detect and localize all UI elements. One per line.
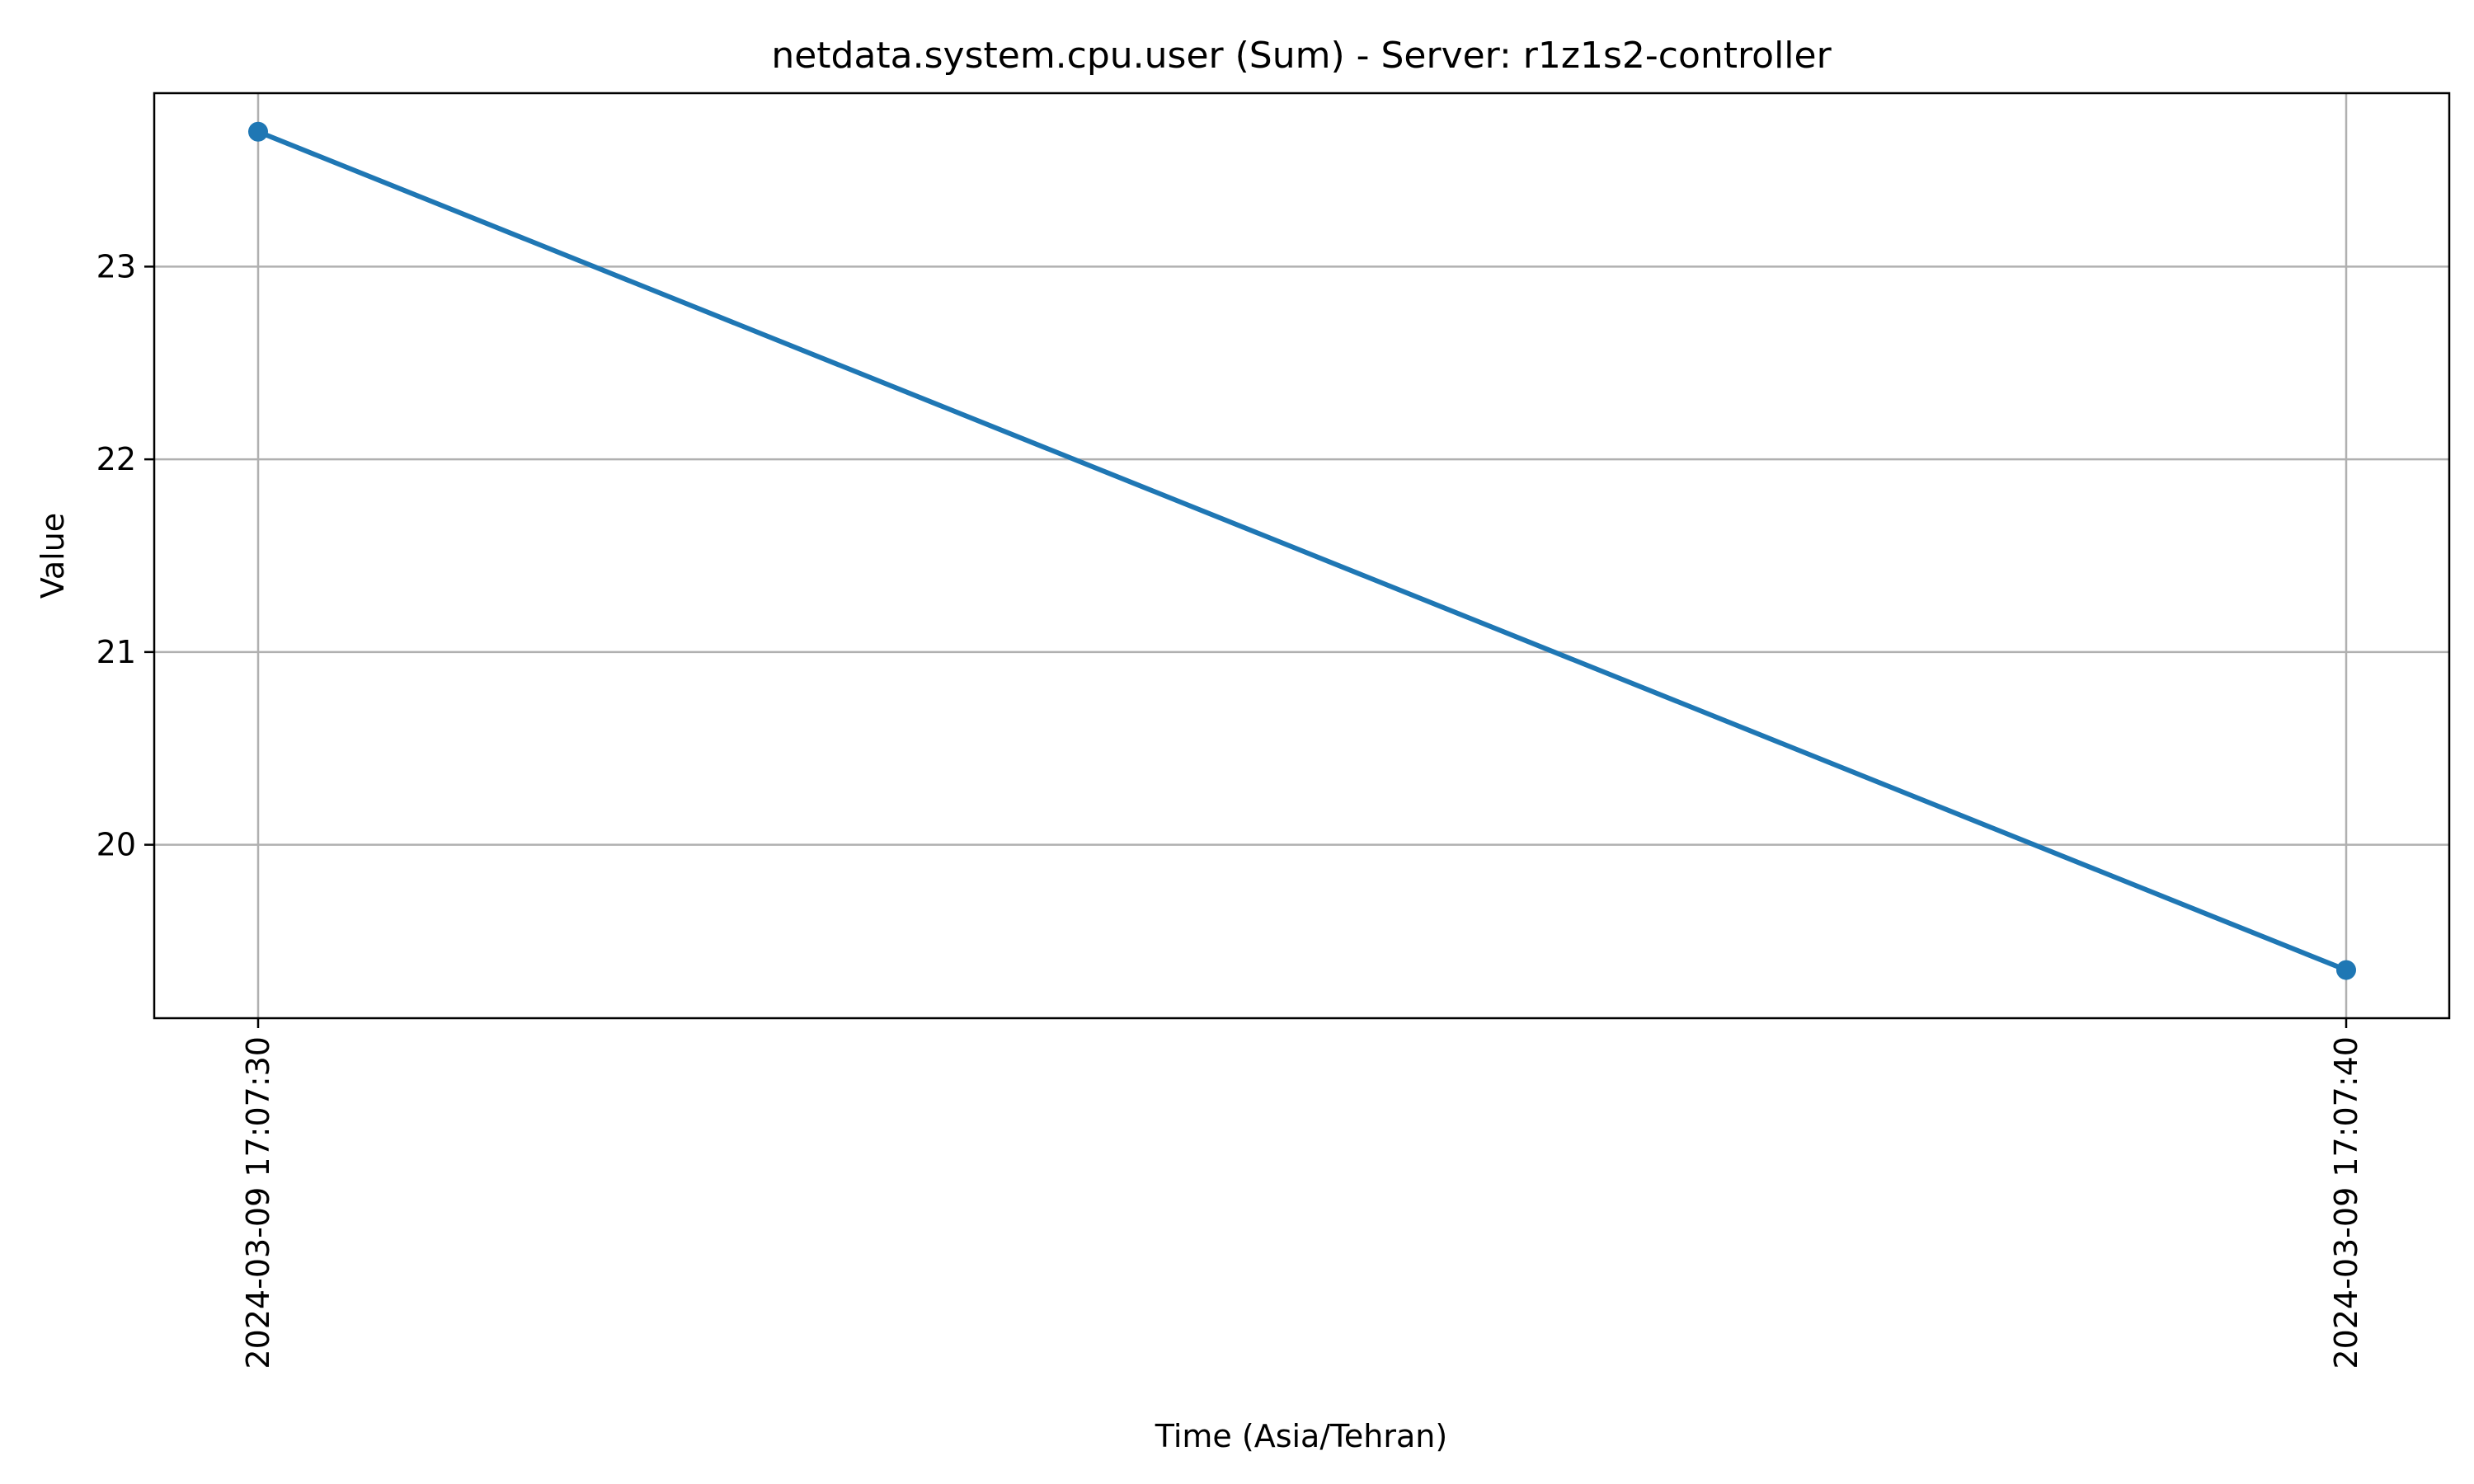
- x-tick-label: 2024-03-09 17:07:40: [2328, 1036, 2364, 1369]
- ticks: 20 21 22 23 2024-03-09 17:07:30 2024-03-09 17…: [96, 248, 2364, 1369]
- plot-frame: [153, 92, 2451, 1020]
- data-point: [2336, 960, 2356, 980]
- x-axis-label: Time (Asia/Tehran): [1155, 1418, 1447, 1454]
- chart-title: netdata.system.cpu.user (Sum) - Server: …: [771, 35, 1832, 77]
- y-tick-label: 22: [96, 441, 136, 477]
- data-point: [248, 121, 268, 142]
- x-tick-label: 2024-03-09 17:07:30: [240, 1036, 276, 1369]
- y-axis-label: Value: [35, 513, 71, 599]
- y-tick-label: 23: [96, 248, 136, 284]
- grid: [154, 93, 2449, 1018]
- series-layer: [248, 121, 2356, 980]
- series-line: [256, 129, 2349, 973]
- y-tick-label: 21: [96, 634, 136, 670]
- y-tick-label: 20: [96, 827, 136, 863]
